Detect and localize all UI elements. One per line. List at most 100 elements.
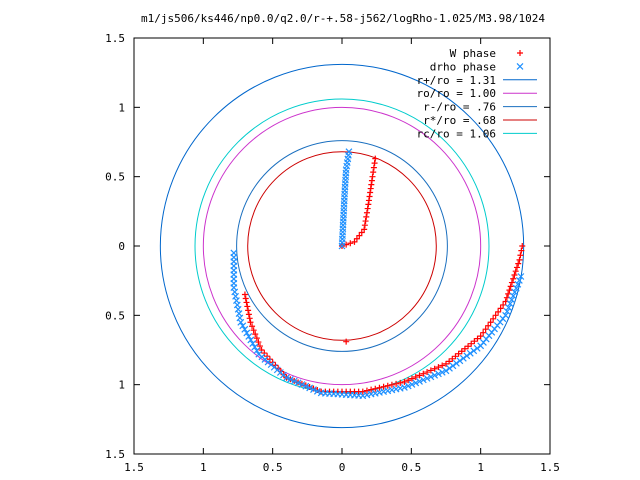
point-0-1-50 — [393, 380, 400, 387]
point-0-0-5 — [356, 232, 363, 239]
point-1-1-35 — [286, 376, 294, 383]
point-0-1-43 — [363, 387, 370, 394]
point-0-1-93 — [513, 264, 520, 271]
point-0-1-15 — [261, 350, 268, 357]
point-1-1-16 — [237, 318, 245, 326]
point-1-1-74 — [442, 367, 450, 375]
point-0-1-79 — [490, 315, 497, 322]
point-1-1-69 — [423, 374, 431, 382]
point-0-0-9 — [362, 218, 369, 225]
point-1-1-42 — [313, 387, 321, 395]
isolated-point-0-0 — [343, 338, 350, 345]
x-tick-label-3: 0 — [339, 461, 346, 474]
point-1-1-96 — [506, 300, 514, 308]
point-1-1-39 — [302, 382, 310, 390]
point-0-1-46 — [376, 384, 383, 391]
point-0-1-57 — [420, 370, 427, 377]
point-1-1-71 — [431, 371, 439, 379]
point-1-1-34 — [283, 374, 290, 382]
point-0-0-10 — [363, 213, 370, 220]
point-0-1-67 — [455, 350, 462, 357]
point-0-1-17 — [266, 356, 273, 363]
y-tick-label-1: 1 — [118, 379, 125, 392]
point-0-1-49 — [388, 381, 395, 388]
chart-title: m1/js506/ks446/np0.0/q2.0/r-+.58-j562/lo… — [141, 12, 545, 25]
point-1-1-24 — [253, 347, 261, 355]
point-0-1-72 — [471, 338, 478, 345]
point-0-1-71 — [468, 340, 475, 347]
point-1-1-70 — [427, 373, 435, 381]
point-0-1-58 — [424, 369, 431, 376]
point-0-1-0 — [241, 291, 248, 298]
x-tick-label-2: 0.5 — [263, 461, 283, 474]
point-0-1-60 — [431, 365, 438, 372]
point-0-0-23 — [371, 160, 378, 167]
point-1-1-21 — [247, 336, 255, 344]
point-0-0-11 — [363, 209, 370, 216]
point-0-1-30 — [310, 385, 317, 392]
point-0-1-8 — [249, 323, 256, 330]
point-1-0-27 — [345, 148, 353, 156]
point-0-1-51 — [397, 379, 404, 386]
y-tick-label-2: 0.5 — [105, 309, 125, 322]
point-0-1-94 — [515, 260, 522, 267]
point-0-1-66 — [452, 353, 459, 360]
point-0-1-52 — [401, 378, 408, 385]
point-0-0-2 — [347, 240, 354, 247]
point-1-1-64 — [404, 382, 412, 390]
point-0-1-77 — [485, 322, 492, 329]
point-0-1-11 — [253, 335, 260, 342]
point-0-1-91 — [511, 271, 518, 278]
point-1-1-78 — [456, 357, 464, 365]
point-0-1-62 — [439, 362, 446, 369]
series-layer — [230, 148, 526, 400]
point-0-0-12 — [364, 205, 371, 212]
point-0-1-65 — [449, 355, 456, 362]
point-0-0-8 — [361, 222, 368, 229]
point-1-1-95 — [505, 304, 513, 311]
x-tick-label-4: 0.5 — [401, 461, 421, 474]
point-0-1-81 — [495, 308, 502, 315]
point-1-1-72 — [435, 370, 442, 378]
point-1-1-102 — [515, 276, 523, 284]
point-0-0-20 — [369, 173, 376, 180]
point-1-1-23 — [251, 343, 259, 351]
point-0-1-61 — [435, 364, 442, 371]
point-0-1-73 — [474, 335, 481, 342]
point-1-1-40 — [306, 384, 314, 392]
point-0-0-6 — [358, 229, 365, 236]
point-0-1-78 — [487, 319, 494, 326]
point-0-1-6 — [246, 315, 253, 322]
point-0-1-47 — [380, 383, 387, 390]
point-1-1-18 — [241, 325, 249, 333]
point-0-1-64 — [446, 358, 453, 365]
point-1-1-77 — [452, 359, 460, 367]
point-0-1-89 — [508, 279, 515, 286]
series-1 — [230, 148, 525, 400]
point-0-1-75 — [480, 329, 487, 336]
y-tick-label-4: 0.5 — [105, 171, 125, 184]
point-0-1-54 — [408, 375, 415, 382]
legend-label-2: r+/ro = 1.31 — [417, 74, 496, 87]
x-tick-label-1: 1 — [200, 461, 207, 474]
point-1-1-100 — [512, 284, 520, 292]
point-0-1-80 — [492, 312, 499, 319]
legend-label-3: ro/ro = 1.00 — [417, 87, 496, 100]
point-0-1-3 — [244, 303, 251, 310]
y-tick-label-0: 1.5 — [105, 448, 125, 461]
point-1-1-66 — [412, 379, 420, 387]
point-0-1-10 — [252, 331, 259, 338]
point-1-1-38 — [298, 381, 306, 388]
point-1-1-19 — [243, 329, 251, 337]
point-0-1-59 — [427, 367, 434, 374]
point-0-1-9 — [250, 327, 257, 334]
point-1-1-103 — [517, 273, 525, 280]
point-1-1-63 — [400, 384, 408, 391]
point-0-1-16 — [264, 353, 271, 360]
point-0-1-42 — [359, 388, 366, 395]
series-0 — [241, 155, 526, 395]
x-tick-label-5: 1 — [477, 461, 484, 474]
circle-1 — [202, 106, 482, 386]
